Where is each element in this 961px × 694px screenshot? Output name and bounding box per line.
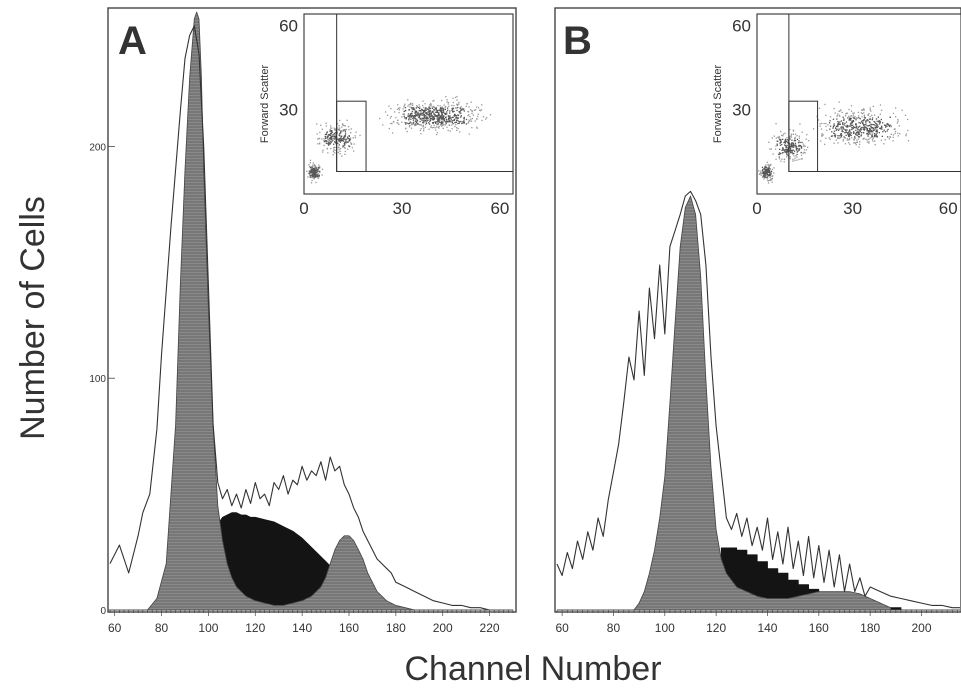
panel-a-x-tick-label: 160 [339,621,359,635]
panel-b-inset-y-tick-label: 60 [732,16,751,35]
panel-b-inset-gate [788,13,961,172]
panel-a-x-tick-label: 100 [198,621,218,635]
panel-b: B 60 80 100 120 140 160 180 200 0 30 60 30 60 Forwar… [554,7,961,635]
panel-b-x-tick-label: 60 [555,621,569,635]
panel-a-inset-x-tick-label: 0 [299,199,308,218]
y-axis-label: Number of Cells [14,196,52,440]
panel-b-series-outline [556,190,960,609]
panel-b-x-tick-label: 160 [809,621,829,635]
panel-a-inset-x-tick-label: 60 [490,199,509,218]
x-axis-label: Channel Number [404,650,661,688]
panel-b-inset-y-tick-label: 30 [732,101,751,120]
panel-a-series-shaded [147,11,434,611]
panel-a-frame [107,7,517,613]
panel-a-x-tick-label: 200 [433,621,453,635]
panel-b-letter: B [563,19,592,63]
panel-b-x-tick-label: 100 [655,621,675,635]
panel-b-series-shaded [633,195,892,611]
panel-b-inset-x-tick-label: 30 [843,199,862,218]
panel-a-x-tick-label: 220 [480,621,500,635]
panel-a-y-tick-label: 0 [100,606,106,617]
panel-a-inset-cluster [306,159,324,184]
panel-b-x-tick-label: 200 [911,621,931,635]
panel-a-inset-y-label: Forward Scatter [259,65,271,144]
panel-a-series-outline [109,25,509,611]
panel-a-x-tick-label: 60 [108,621,122,635]
panel-a-inset: 0 30 60 30 60 Forward Scatter [259,13,514,218]
panel-a-inset-x-tick-label: 30 [393,199,412,218]
panel-b-histogram: 60 80 100 120 140 160 180 200 [555,190,960,635]
panel-a-x-tick-label: 140 [292,621,312,635]
panel-b-x-tick-label: 180 [860,621,880,635]
panel-a-inset-y-tick-label: 30 [279,101,298,120]
panel-a-x-tick-label: 180 [386,621,406,635]
panel-a-x-tick-label: 80 [155,621,169,635]
panel-b-x-tick-label: 120 [706,621,726,635]
panel-b-inset-cluster [799,101,910,148]
panel-a-inset-frame [303,13,514,195]
panel-b-inset-x-tick-label: 0 [752,199,761,218]
panel-b-x-tick-label: 140 [757,621,777,635]
panel-a-letter: A [118,19,147,63]
panel-a-y-tick-label: 100 [89,374,106,385]
panel-b-inset-frame [756,13,961,195]
panel-a-histogram: 60 80 100 120 140 160 180 200 220 0 100 200 [89,11,514,635]
panel-b-frame [554,7,961,613]
panel-a-inset-y-tick-label: 60 [279,16,298,35]
panel-a-inset-cluster [379,95,492,136]
panel-a-y-tick-label: 200 [89,142,106,153]
panel-a-inset-gate [336,13,514,172]
panel-b-x-tick-label: 80 [607,621,621,635]
panel-b-inset-y-label: Forward Scatter [712,65,724,144]
panel-b-inset: 0 30 60 30 60 Forward Scatter [712,13,961,218]
panel-b-inset-gate [788,100,819,172]
panel-a-x-tick-label: 120 [245,621,265,635]
panel-b-inset-cluster [758,161,775,184]
panel-a-inset-gate [336,100,367,172]
panel-b-inset-cluster [768,123,810,163]
panel-b-inset-x-tick-label: 60 [939,199,958,218]
